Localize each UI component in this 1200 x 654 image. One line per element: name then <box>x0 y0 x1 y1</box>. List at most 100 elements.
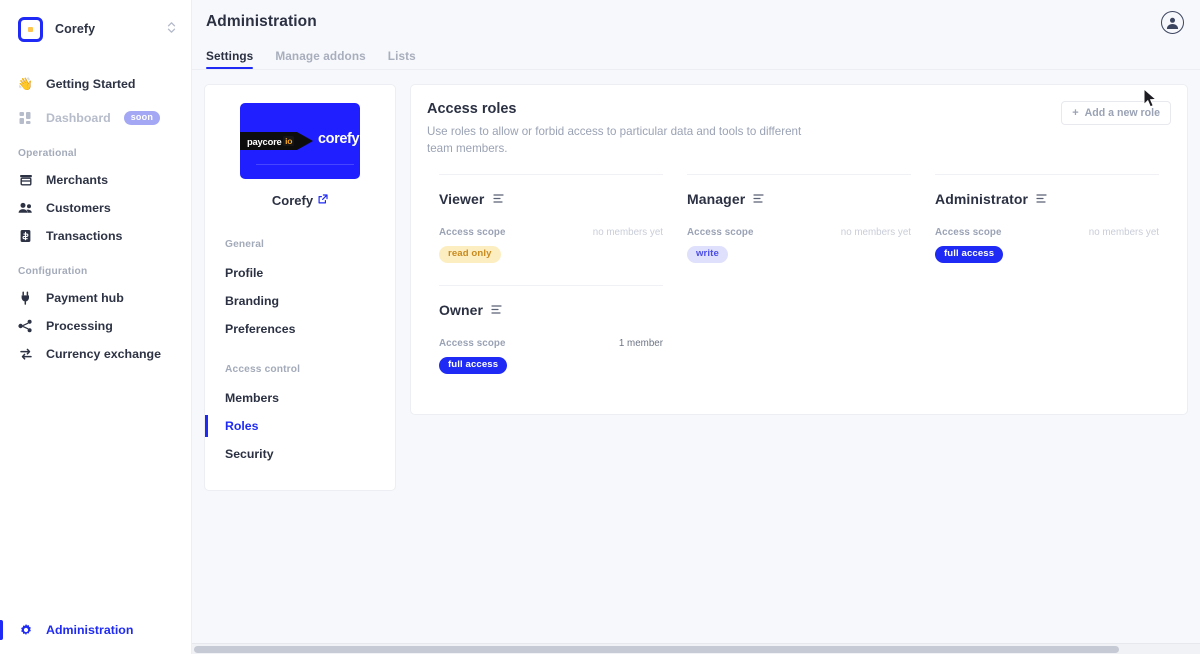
transaction-receipt-icon <box>18 229 33 244</box>
role-card[interactable]: Viewer Access scope no members yet <box>439 173 663 285</box>
store-icon <box>18 173 33 188</box>
sidebar-item-label: Customers <box>46 201 111 215</box>
settings-item-members[interactable]: Members <box>225 391 279 405</box>
access-scope-label: Access scope <box>687 226 754 238</box>
corefy-square-logo-icon <box>18 16 43 42</box>
role-card[interactable]: Administrator Access scope no members ye… <box>935 173 1159 285</box>
access-roles-header: Access roles Use roles to allow or forbi… <box>427 101 1171 158</box>
role-name: Viewer <box>439 190 485 207</box>
sidebar-item-label: Dashboard <box>46 111 111 125</box>
horizontal-scrollbar[interactable] <box>192 643 1200 654</box>
settings-group-access-control: Access control <box>225 364 301 375</box>
status-badge-scope: full access <box>935 245 1004 263</box>
add-new-role-label: Add a new role <box>1084 107 1160 119</box>
role-members-count: no members yet <box>1088 226 1159 238</box>
sidebar-item-customers[interactable]: Customers <box>0 194 191 222</box>
main-sidebar: Corefy 👋 Getting Started <box>0 0 192 654</box>
page-tabs: Settings Manage addons Lists <box>192 42 1200 69</box>
brand-switcher[interactable]: Corefy <box>0 0 191 58</box>
role-members-count: no members yet <box>592 226 663 238</box>
sidebar-item-label: Payment hub <box>46 291 124 305</box>
access-roles-description: Use roles to allow or forbid access to p… <box>427 125 802 155</box>
list-lines-icon[interactable] <box>492 193 504 204</box>
settings-item-profile[interactable]: Profile <box>225 266 264 280</box>
list-lines-icon[interactable] <box>1036 193 1047 204</box>
status-badge-scope: read only <box>439 245 501 263</box>
tab-lists[interactable]: Lists <box>387 49 416 63</box>
sidebar-item-dashboard[interactable]: Dashboard soon <box>0 104 191 132</box>
access-scope-label: Access scope <box>439 337 506 349</box>
sidebar-item-merchants[interactable]: Merchants <box>0 166 191 194</box>
role-name: Administrator <box>935 190 1029 207</box>
access-roles-card: Access roles Use roles to allow or forbi… <box>410 84 1188 415</box>
settings-content: paycore io corefy Corefy General Profi <box>192 70 1200 491</box>
paycore-tag-text: paycore <box>247 135 282 147</box>
access-roles-title: Access roles <box>427 101 517 117</box>
top-bar: Administration <box>192 0 1200 42</box>
sidebar-item-payment-hub[interactable]: Payment hub <box>0 284 191 312</box>
settings-item-branding[interactable]: Branding <box>225 294 279 308</box>
tabs-divider <box>192 69 1200 70</box>
sidebar-item-transactions[interactable]: Transactions <box>0 222 191 250</box>
roles-grid: Viewer Access scope no members yet <box>427 173 1171 396</box>
chevron-updown-icon[interactable] <box>166 21 177 37</box>
access-scope-label: Access scope <box>439 226 506 238</box>
settings-item-preferences[interactable]: Preferences <box>225 322 296 336</box>
logo-underline <box>256 164 354 165</box>
plus-icon: + <box>1072 106 1079 119</box>
list-lines-icon[interactable] <box>491 304 502 315</box>
sidebar-bottom: Administration <box>0 616 191 654</box>
sidebar-nav: 👋 Getting Started Dashboard soon Operati… <box>0 58 191 616</box>
sidebar-section-operational: Operational <box>18 148 77 159</box>
status-badge-soon: soon <box>123 110 161 126</box>
settings-item-security[interactable]: Security <box>225 447 274 461</box>
tab-manage-addons[interactable]: Manage addons <box>275 49 366 63</box>
sidebar-item-getting-started[interactable]: 👋 Getting Started <box>0 70 191 98</box>
role-name: Manager <box>687 190 746 207</box>
sidebar-item-label: Processing <box>46 319 113 333</box>
sidebar-item-label: Getting Started <box>46 77 136 91</box>
user-avatar-icon[interactable] <box>1161 11 1184 34</box>
status-badge-scope: write <box>687 245 728 263</box>
sidebar-item-label: Currency exchange <box>46 347 162 361</box>
org-name-row[interactable]: Corefy <box>205 193 395 208</box>
tab-settings[interactable]: Settings <box>206 49 254 69</box>
swap-arrows-icon <box>18 347 33 362</box>
role-card[interactable]: Manager Access scope no members yet <box>687 173 911 285</box>
list-lines-icon[interactable] <box>753 193 764 204</box>
sidebar-item-administration[interactable]: Administration <box>0 616 191 644</box>
access-scope-label: Access scope <box>935 226 1002 238</box>
settings-nav-card: paycore io corefy Corefy General Profi <box>204 84 396 491</box>
sidebar-section-configuration: Configuration <box>18 266 88 277</box>
settings-item-roles[interactable]: Roles <box>205 412 395 440</box>
status-badge-scope: full access <box>439 356 508 374</box>
settings-group-general: General <box>225 239 264 250</box>
role-members-count: 1 member <box>618 337 663 349</box>
external-link-icon[interactable] <box>318 194 328 207</box>
role-card[interactable]: Owner Access scope 1 member <box>439 284 663 396</box>
add-new-role-button[interactable]: + Add a new role <box>1061 101 1171 125</box>
page-title: Administration <box>206 13 317 30</box>
gear-icon <box>18 623 33 638</box>
plug-icon <box>18 291 33 306</box>
share-nodes-icon <box>18 319 33 334</box>
people-icon <box>18 201 33 216</box>
sidebar-item-currency-exchange[interactable]: Currency exchange <box>0 340 191 368</box>
brand-name: Corefy <box>55 22 96 36</box>
dashboard-grid-icon <box>18 111 33 126</box>
role-members-count: no members yet <box>840 226 911 238</box>
paycore-tag-suffix: io <box>283 136 295 146</box>
corefy-wordmark: corefy <box>318 131 360 147</box>
role-name: Owner <box>439 301 484 318</box>
waving-hand-icon: 👋 <box>17 76 34 91</box>
org-name: Corefy <box>271 193 314 208</box>
sidebar-item-processing[interactable]: Processing <box>0 312 191 340</box>
paycore-tag: paycore io <box>240 132 313 150</box>
scrollbar-thumb[interactable] <box>194 646 1119 653</box>
main-area: Administration Settings Manage addons Li… <box>192 0 1200 654</box>
sidebar-item-label: Transactions <box>46 229 123 243</box>
paycore-corefy-logo-icon: paycore io corefy <box>240 103 360 179</box>
sidebar-item-label: Merchants <box>46 173 108 187</box>
sidebar-item-label: Administration <box>46 623 134 637</box>
